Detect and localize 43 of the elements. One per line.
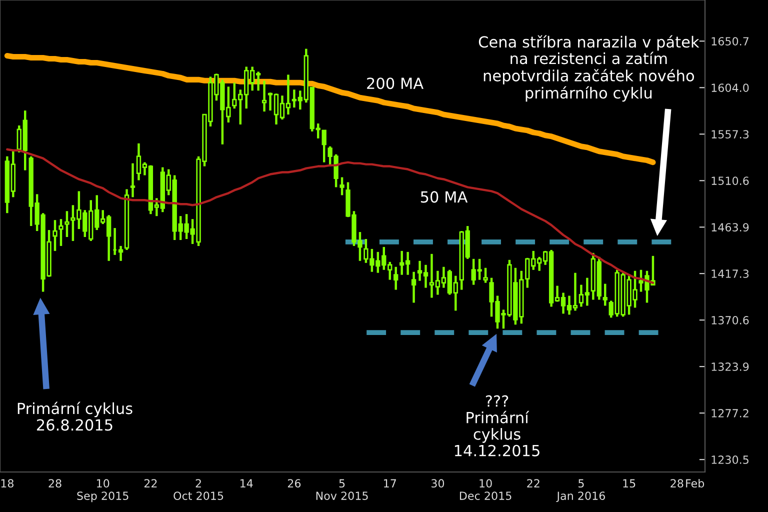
candlestick: [411, 270, 416, 304]
x-tick-label: 28: [670, 479, 684, 488]
x-tick-label: 17: [384, 479, 396, 488]
candlestick: [130, 162, 136, 198]
x-tick-label: 5 Nov 2015: [316, 479, 368, 500]
y-tick-label: 1323.9: [712, 362, 749, 371]
x-tick-label: 15: [623, 479, 636, 488]
x-tick-label: Feb: [686, 478, 704, 488]
y-tick-label: 1417.3: [712, 270, 749, 278]
y-tick-label: 1230.5: [712, 456, 748, 464]
candlestick: [483, 266, 488, 284]
candlestick: [340, 176, 344, 196]
y-tick-label: 1510.6: [712, 176, 749, 186]
series-label: 200 MA: [367, 78, 424, 90]
candlestick: [262, 80, 267, 113]
y-tick-label: 1557.3: [712, 130, 749, 139]
annotation: ??? Primární cyklus 14.12.2015: [454, 395, 540, 456]
y-tick-label: 1370.6: [712, 316, 749, 324]
y-tick-label: 1463.9: [712, 223, 749, 232]
x-tick-label: 28: [48, 479, 62, 488]
candlestick: [58, 218, 64, 248]
y-tick-label: 1604.0: [712, 84, 749, 92]
candlestick: [118, 244, 124, 262]
candlestick: [64, 210, 70, 238]
x-tick-label: 10 Dec 2015: [460, 479, 512, 500]
annotation: Cena stříbra narazila v pátek na rezistenci a zatím nepotvrdila začátek nového primárního cyklu: [478, 35, 700, 102]
x-tick-label: 2 Oct 2015: [174, 479, 224, 500]
y-tick-label: 1277.2: [712, 409, 748, 418]
x-tick-label: 26: [288, 479, 301, 488]
x-tick-label: 22: [144, 479, 157, 488]
x-tick-label: 10 Sep 2015: [77, 479, 128, 502]
x-tick-label: 18: [1, 479, 14, 488]
x-tick-label: 5 Jan 2016: [556, 479, 605, 502]
x-tick-label: 14: [240, 479, 253, 488]
annotation: Primární cyklus 26.8.2015: [18, 402, 132, 431]
candlestick: [394, 266, 398, 291]
x-tick-label: 22: [527, 479, 540, 488]
x-tick-label: 30: [431, 479, 444, 488]
series-label: 50 MA: [420, 191, 468, 203]
candlestick: [52, 218, 58, 252]
candlestick: [602, 282, 608, 307]
y-tick-label: 1650.7: [712, 37, 748, 46]
candlestick: [322, 129, 326, 164]
